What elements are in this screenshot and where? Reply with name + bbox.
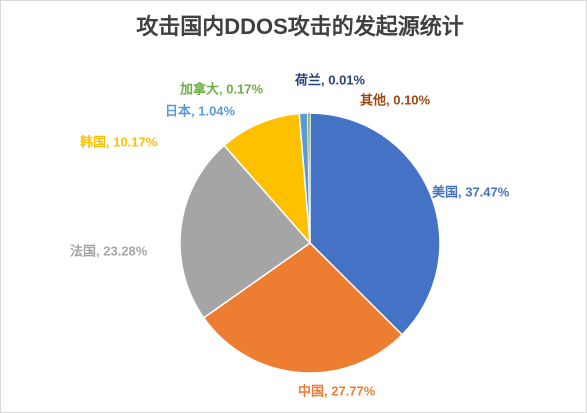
data-label: 中国, 27.77%: [298, 383, 376, 398]
pie-slice: [223, 112, 311, 246]
pie-slice: [309, 112, 441, 336]
data-label: 美国, 37.47%: [432, 184, 510, 199]
chart-title: 攻击国内DDOS攻击的发起源统计: [136, 14, 464, 39]
data-label: 韩国, 10.17%: [80, 134, 158, 149]
data-label: 日本, 1.04%: [165, 103, 236, 118]
pie-slice: [179, 144, 312, 319]
data-label: 其他, 0.10%: [360, 92, 431, 107]
pie-slice: [202, 242, 404, 374]
data-label: 法国, 23.28%: [70, 243, 148, 258]
data-label: 荷兰, 0.01%: [294, 72, 366, 87]
data-label: 加拿大, 0.17%: [179, 81, 264, 96]
pie-slice: [309, 112, 311, 244]
